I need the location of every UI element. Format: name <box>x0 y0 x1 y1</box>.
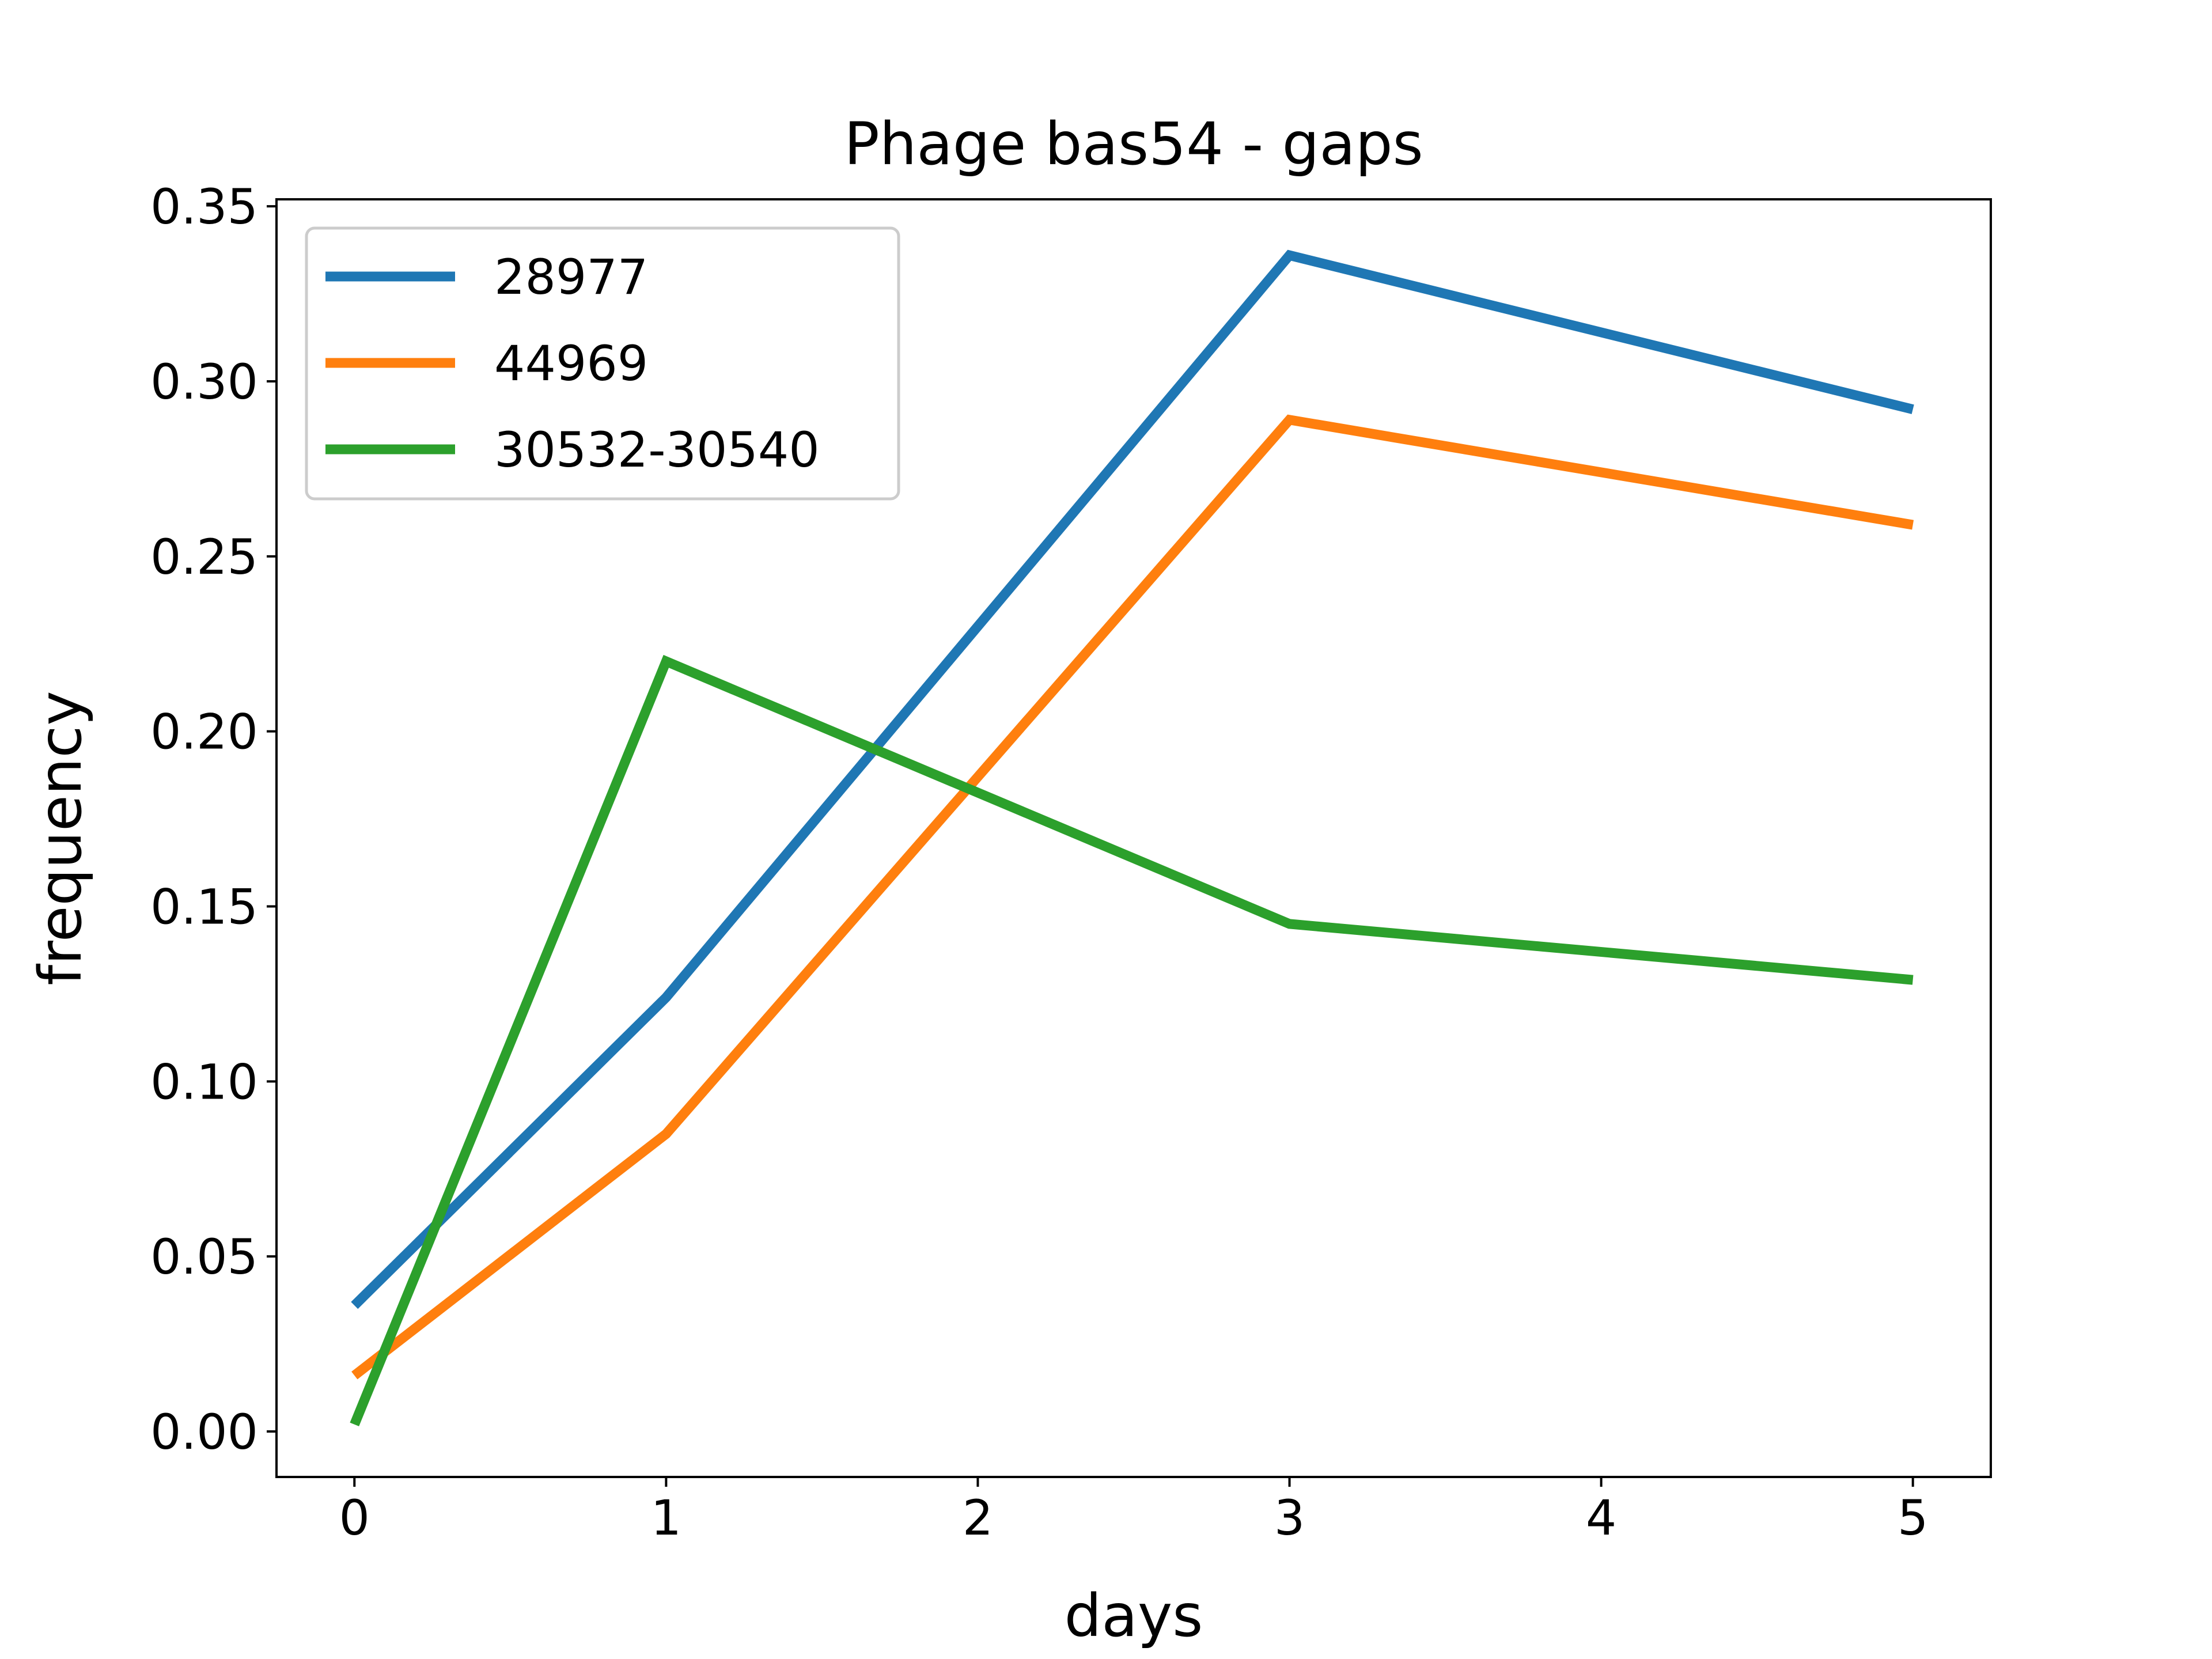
x-tick-label: 1 <box>651 1490 681 1546</box>
x-tick-label: 4 <box>1586 1490 1616 1546</box>
y-tick-label: 0.20 <box>150 704 258 760</box>
legend-label: 30532-30540 <box>494 422 820 478</box>
legend: 28977 44969 30532-30540 <box>305 226 900 501</box>
legend-box <box>305 226 900 501</box>
y-tick-label: 0.10 <box>150 1054 258 1110</box>
chart-title: Phage bas54 - gaps <box>844 110 1423 179</box>
y-tick-label: 0.25 <box>150 529 258 585</box>
y-axis: 0.00 0.05 0.10 0.15 0.20 0.25 0.30 0.35 <box>150 179 276 1460</box>
series-line-28977 <box>351 249 1914 1309</box>
series-layer <box>350 249 1914 1427</box>
y-axis-label: frequency <box>26 691 95 986</box>
plot-frame <box>275 198 1992 1478</box>
y-tick-label: 0.00 <box>150 1404 258 1460</box>
legend-items: 28977 44969 30532-30540 <box>325 249 820 478</box>
x-axis: 0 1 2 3 4 5 <box>339 1477 1928 1546</box>
x-tick-label: 2 <box>963 1490 993 1546</box>
x-tick-label: 3 <box>1274 1490 1305 1546</box>
series-line-30532-30540 <box>350 654 1914 1427</box>
x-tick-label: 0 <box>339 1490 370 1546</box>
x-axis-label: days <box>1065 1582 1203 1650</box>
legend-label: 28977 <box>494 249 648 305</box>
plot-area <box>275 198 1992 1478</box>
y-tick-label: 0.35 <box>150 179 258 235</box>
y-tick-label: 0.30 <box>150 354 258 410</box>
series-line-44969 <box>351 414 1914 1380</box>
legend-label: 44969 <box>494 335 648 392</box>
x-tick-label: 5 <box>1897 1490 1928 1546</box>
y-tick-label: 0.05 <box>150 1229 258 1285</box>
y-tick-label: 0.15 <box>150 878 258 935</box>
